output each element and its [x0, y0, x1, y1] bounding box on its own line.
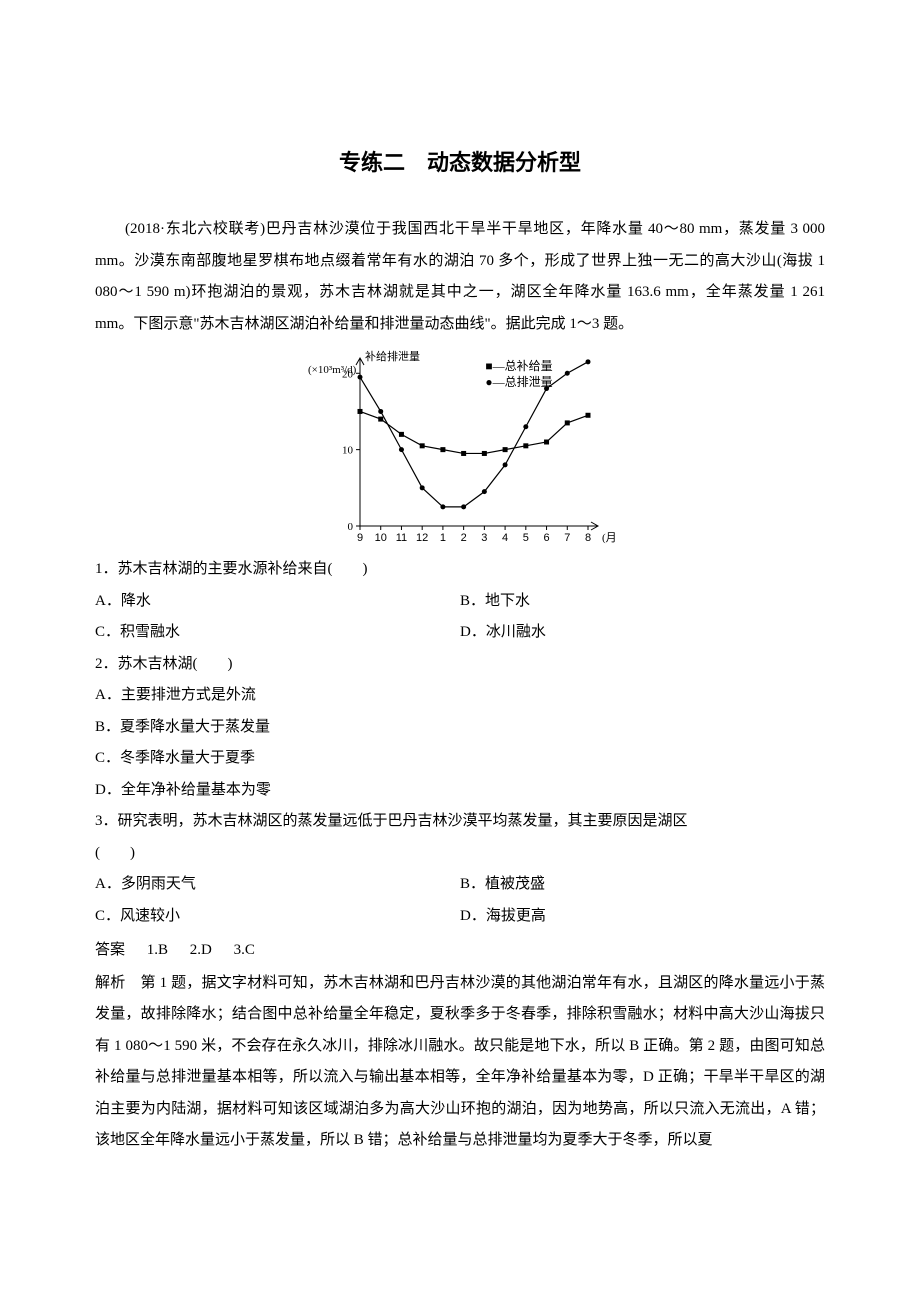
svg-text:2: 2 [461, 532, 467, 544]
q3-opt-b: B．植被茂盛 [460, 869, 825, 901]
svg-text:■—总补给量: ■—总补给量 [485, 359, 552, 373]
chart-svg: 01020910111212345678(月)补给排泄量(×10³m³/d)■—… [304, 350, 616, 548]
svg-text:(×10³m³/d): (×10³m³/d) [308, 364, 357, 376]
q2-opt-a: A．主要排泄方式是外流 [95, 680, 825, 712]
q1-opt-b: B．地下水 [460, 586, 825, 618]
q1-opt-a: A．降水 [95, 586, 460, 618]
intro-paragraph: (2018·东北六校联考)巴丹吉林沙漠位于我国西北干旱半干旱地区，年降水量 40… [95, 214, 825, 340]
answers-line: 答案 1.B 2.D 3.C [95, 934, 825, 967]
q2-opt-b: B．夏季降水量大于蒸发量 [95, 712, 825, 744]
q3-stem-l2: ( ) [95, 838, 825, 870]
svg-text:(月): (月) [602, 532, 616, 544]
svg-text:0: 0 [348, 521, 354, 533]
q1-opts-1: A．降水 B．地下水 [95, 586, 825, 618]
answer-3: 3.C [234, 942, 255, 958]
svg-text:1: 1 [440, 532, 446, 544]
svg-text:●—总排泄量: ●—总排泄量 [485, 375, 552, 389]
explanation-label: 解析 [95, 974, 125, 991]
svg-text:8: 8 [585, 532, 591, 544]
svg-text:11: 11 [396, 532, 407, 544]
q2-stem: 2．苏木吉林湖( ) [95, 649, 825, 681]
svg-text:12: 12 [416, 532, 428, 544]
q3-opt-d: D．海拔更高 [460, 901, 825, 933]
svg-text:6: 6 [543, 532, 549, 544]
answers-label: 答案 [95, 941, 125, 958]
q3-opts-1: A．多阴雨天气 B．植被茂盛 [95, 869, 825, 901]
svg-text:5: 5 [523, 532, 529, 544]
q1-opts-2: C．积雪融水 D．冰川融水 [95, 617, 825, 649]
svg-text:3: 3 [481, 532, 487, 544]
svg-text:9: 9 [357, 532, 363, 544]
q3-stem-l1: 3．研究表明，苏木吉林湖区的蒸发量远低于巴丹吉林沙漠平均蒸发量，其主要原因是湖区 [95, 806, 825, 838]
svg-text:10: 10 [375, 532, 387, 544]
q1-opt-d: D．冰川融水 [460, 617, 825, 649]
q3-opt-c: C．风速较小 [95, 901, 460, 933]
answer-2: 2.D [190, 942, 212, 958]
explanation-block: 解析第 1 题，据文字材料可知，苏木吉林湖和巴丹吉林沙漠的其他湖泊常年有水，且湖… [95, 967, 825, 1157]
q2-opt-d: D．全年净补给量基本为零 [95, 775, 825, 807]
q3-opt-a: A．多阴雨天气 [95, 869, 460, 901]
svg-text:补给排泄量: 补给排泄量 [365, 350, 420, 363]
chart-container: 01020910111212345678(月)补给排泄量(×10³m³/d)■—… [95, 350, 825, 548]
answer-1: 1.B [147, 942, 168, 958]
svg-text:7: 7 [564, 532, 570, 544]
q1-opt-c: C．积雪融水 [95, 617, 460, 649]
q2-opt-c: C．冬季降水量大于夏季 [95, 743, 825, 775]
svg-text:4: 4 [502, 532, 508, 544]
page-title: 专练二 动态数据分析型 [95, 140, 825, 186]
q1-stem: 1．苏木吉林湖的主要水源补给来自( ) [95, 554, 825, 586]
q3-opts-2: C．风速较小 D．海拔更高 [95, 901, 825, 933]
explanation-text: 第 1 题，据文字材料可知，苏木吉林湖和巴丹吉林沙漠的其他湖泊常年有水，且湖区的… [95, 975, 825, 1149]
svg-text:10: 10 [342, 445, 354, 457]
